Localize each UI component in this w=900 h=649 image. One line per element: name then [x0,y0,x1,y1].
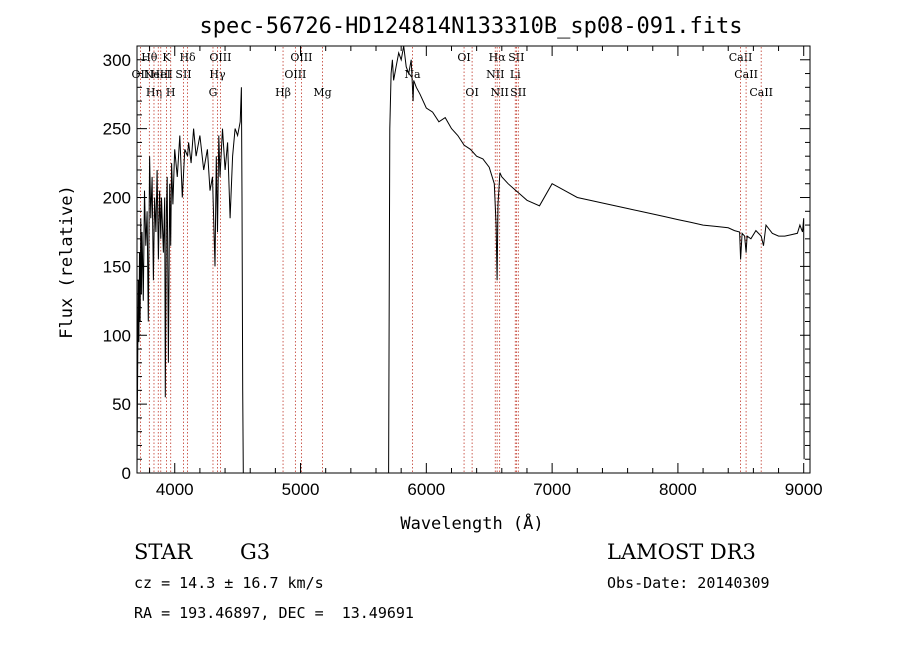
x-tick-label: 4000 [156,480,194,499]
spectral-line-label: Hθ [141,51,158,64]
spectral-line-label: SII [510,86,526,99]
y-tick-label: 50 [112,395,131,414]
x-tick-label: 9000 [785,480,823,499]
spectral-line-label: CaII [734,68,758,81]
spectral-line-label: NeIII [144,68,173,81]
y-tick-label: 300 [103,51,131,70]
spectrum-line [136,45,805,474]
spectral-line-label: Hδ [179,51,196,64]
y-axis-label: Flux (relative) [57,185,77,339]
spectral-line-label: OII [132,68,150,81]
spectral-line-label: OI [457,51,470,64]
x-tick-label: 6000 [407,480,445,499]
x-tick-label: 7000 [533,480,571,499]
obs-date: Obs-Date: 20140309 [607,574,770,592]
spectral-line-label: OI [465,86,478,99]
spectral-line-label: Hα [489,51,507,64]
y-tick-label: 100 [103,326,131,345]
spectral-line-label: HeI [151,68,171,81]
spectral-line-label: CaII [749,86,773,99]
coordinates-readout: RA = 193.46897, DEC = 13.49691 [134,604,414,622]
subclass: G3 [240,540,271,564]
spectral-line-label: Hβ [275,86,291,99]
spectral-line-label: Hγ [209,68,226,81]
spectral-line-label: G [209,86,218,99]
survey-name: LAMOST DR3 [607,540,756,564]
x-tick-label: 5000 [282,480,320,499]
spectral-line-label: SII [508,51,524,64]
y-tick-label: 150 [103,257,131,276]
spectral-line-label: NII [486,68,504,81]
spectral-line-label: Mg [313,86,331,99]
spectral-line-label: OIII [290,51,312,64]
spectral-line-label: CaII [729,51,753,64]
spectral-line-label: Hη [146,86,162,99]
object-class: STAR [134,540,193,564]
spectral-line-label: OIII [209,51,231,64]
axis-ticks-layer: 4000 5000 6000 7000 8000 9000 0 50 100 150 200 250 3… [103,45,823,499]
x-tick-label: 8000 [659,480,697,499]
spectral-line-label: NII [491,86,509,99]
plot-frame [136,45,811,474]
spectral-line-label: SII [175,68,191,81]
chart-title: spec-56726-HD124814N133310B_sp08-091.fit… [199,14,742,39]
spectral-line-label: H [166,86,176,99]
spectral-line-label: K [162,51,171,64]
y-tick-label: 0 [122,464,131,483]
spectral-line-label: Na [404,68,421,81]
spectral-line-label: Li [510,68,521,81]
redshift-readout: cz = 14.3 ± 16.7 km/s [134,574,324,592]
spectral-line-label: OIII [284,68,306,81]
y-tick-label: 250 [103,120,131,139]
y-tick-label: 200 [103,189,131,208]
x-axis-label: Wavelength (Å) [400,512,543,534]
